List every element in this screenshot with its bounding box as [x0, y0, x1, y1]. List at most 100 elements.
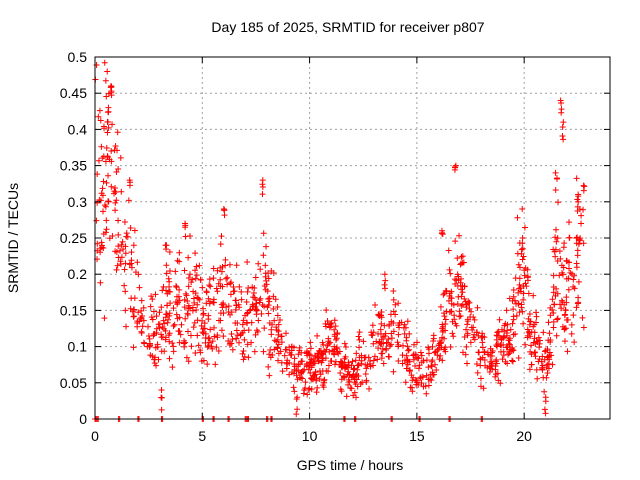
data-point [417, 349, 424, 356]
data-point [350, 366, 357, 373]
data-point [211, 324, 218, 331]
data-point [437, 303, 444, 310]
data-point [445, 297, 452, 304]
data-point [452, 320, 459, 327]
data-point [167, 300, 174, 307]
data-point-spike [107, 84, 114, 91]
grid-layer [95, 57, 610, 419]
data-point [303, 349, 310, 356]
data-point [463, 326, 470, 333]
data-point [217, 276, 224, 283]
data-point [122, 288, 129, 295]
data-point [474, 369, 481, 376]
data-point [141, 340, 148, 347]
data-point [188, 343, 195, 350]
data-point [97, 117, 104, 124]
data-point [390, 368, 397, 375]
data-point [539, 353, 546, 360]
data-point [392, 301, 399, 308]
data-point [509, 297, 516, 304]
data-point [176, 339, 183, 346]
data-point [241, 353, 248, 360]
data-point [164, 319, 171, 326]
data-point [315, 358, 322, 365]
data-point [436, 356, 443, 363]
data-point [149, 353, 156, 360]
data-point [497, 348, 504, 355]
data-point [126, 261, 133, 268]
data-point [113, 197, 120, 204]
data-point [390, 308, 397, 315]
data-point [217, 310, 224, 317]
data-point [395, 341, 402, 348]
x-tick-label: 15 [409, 428, 425, 444]
data-point [279, 368, 286, 375]
data-point [328, 320, 335, 327]
data-point [258, 310, 265, 317]
data-point-spike [382, 277, 389, 284]
data-point [515, 355, 522, 362]
data-point [160, 317, 167, 324]
data-point-spike [108, 89, 115, 96]
data-point [509, 320, 516, 327]
data-point [275, 357, 282, 364]
data-point [123, 323, 130, 330]
data-point [173, 311, 180, 318]
data-point-spike [560, 136, 567, 143]
data-point [518, 288, 525, 295]
data-point [212, 361, 219, 368]
data-point [386, 322, 393, 329]
data-point [556, 301, 563, 308]
data-point [309, 360, 316, 367]
data-point [510, 293, 517, 300]
data-point [550, 272, 557, 279]
data-point-spike [381, 271, 388, 278]
data-point [248, 339, 255, 346]
data-point [492, 366, 499, 373]
data-point [267, 354, 274, 361]
data-point [173, 284, 180, 291]
data-point [375, 330, 382, 337]
data-point [321, 376, 328, 383]
data-point [231, 288, 238, 295]
data-point [449, 330, 456, 337]
data-point [198, 358, 205, 365]
data-point [527, 318, 534, 325]
data-point [531, 349, 538, 356]
data-point [100, 208, 107, 215]
data-point [552, 226, 559, 233]
data-point [534, 375, 541, 382]
data-point [203, 288, 210, 295]
data-point [565, 275, 572, 282]
data-point [550, 289, 557, 296]
data-point [261, 325, 268, 332]
data-point [105, 198, 112, 205]
data-point [520, 320, 527, 327]
data-point [517, 264, 524, 271]
data-point [103, 144, 110, 151]
data-point [390, 296, 397, 303]
data-point [213, 344, 220, 351]
data-point [188, 279, 195, 286]
data-point [127, 224, 134, 231]
data-point [431, 349, 438, 356]
data-point [494, 340, 501, 347]
data-point [194, 317, 201, 324]
data-point [161, 320, 168, 327]
data-point [156, 309, 163, 316]
data-point [184, 298, 191, 305]
data-point [275, 321, 282, 328]
data-point [525, 290, 532, 297]
data-point-spike [182, 233, 189, 240]
data-point [132, 269, 139, 276]
chart-title: Day 185 of 2025, SRMTID for receiver p80… [211, 19, 484, 35]
data-point-spike [439, 231, 446, 238]
data-point [566, 219, 573, 226]
data-point [192, 290, 199, 297]
data-point [130, 344, 137, 351]
data-point [549, 296, 556, 303]
data-point [124, 233, 131, 240]
data-point-spike [552, 187, 559, 194]
data-point [121, 282, 128, 289]
data-point [275, 331, 282, 338]
